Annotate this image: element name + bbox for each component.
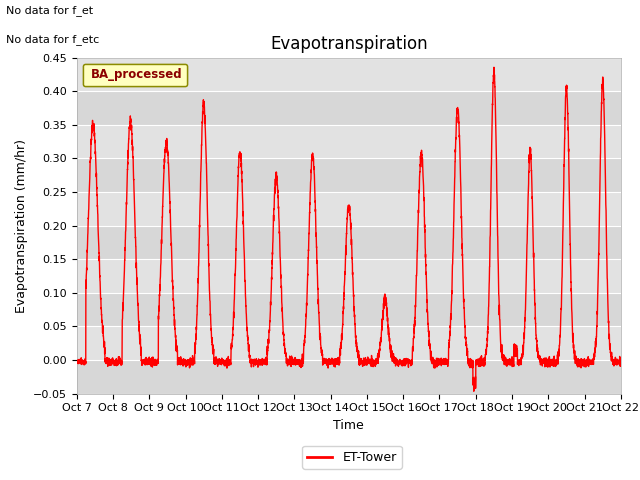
Bar	[77, 293, 621, 326]
Bar	[77, 326, 621, 360]
Legend: ET-Tower: ET-Tower	[302, 446, 402, 469]
Bar	[77, 58, 621, 91]
Bar	[77, 259, 621, 293]
Bar	[77, 360, 621, 394]
Bar	[77, 192, 621, 226]
X-axis label: Time: Time	[333, 419, 364, 432]
Title: Evapotranspiration: Evapotranspiration	[270, 35, 428, 53]
Legend: BA_processed: BA_processed	[83, 63, 188, 86]
Text: No data for f_et: No data for f_et	[6, 5, 93, 16]
Y-axis label: Evapotranspiration (mm/hr): Evapotranspiration (mm/hr)	[15, 139, 28, 312]
Bar	[77, 158, 621, 192]
Bar	[77, 125, 621, 158]
Bar	[77, 91, 621, 125]
Text: No data for f_etc: No data for f_etc	[6, 34, 100, 45]
Bar	[77, 226, 621, 259]
